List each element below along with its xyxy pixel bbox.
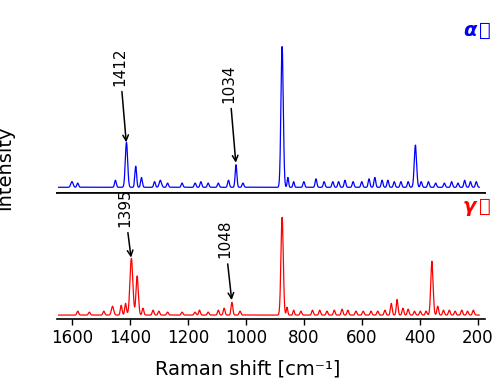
Text: α: α	[463, 21, 476, 39]
Text: 1048: 1048	[218, 220, 234, 298]
Text: 1034: 1034	[222, 64, 238, 161]
Text: γ: γ	[463, 197, 476, 216]
Text: 1412: 1412	[112, 47, 128, 141]
Text: Raman shift [cm⁻¹]: Raman shift [cm⁻¹]	[155, 359, 340, 378]
Text: 1395: 1395	[117, 188, 133, 256]
Text: Intensity: Intensity	[0, 126, 14, 210]
Text: 型: 型	[478, 197, 490, 216]
Text: 型: 型	[478, 21, 490, 39]
